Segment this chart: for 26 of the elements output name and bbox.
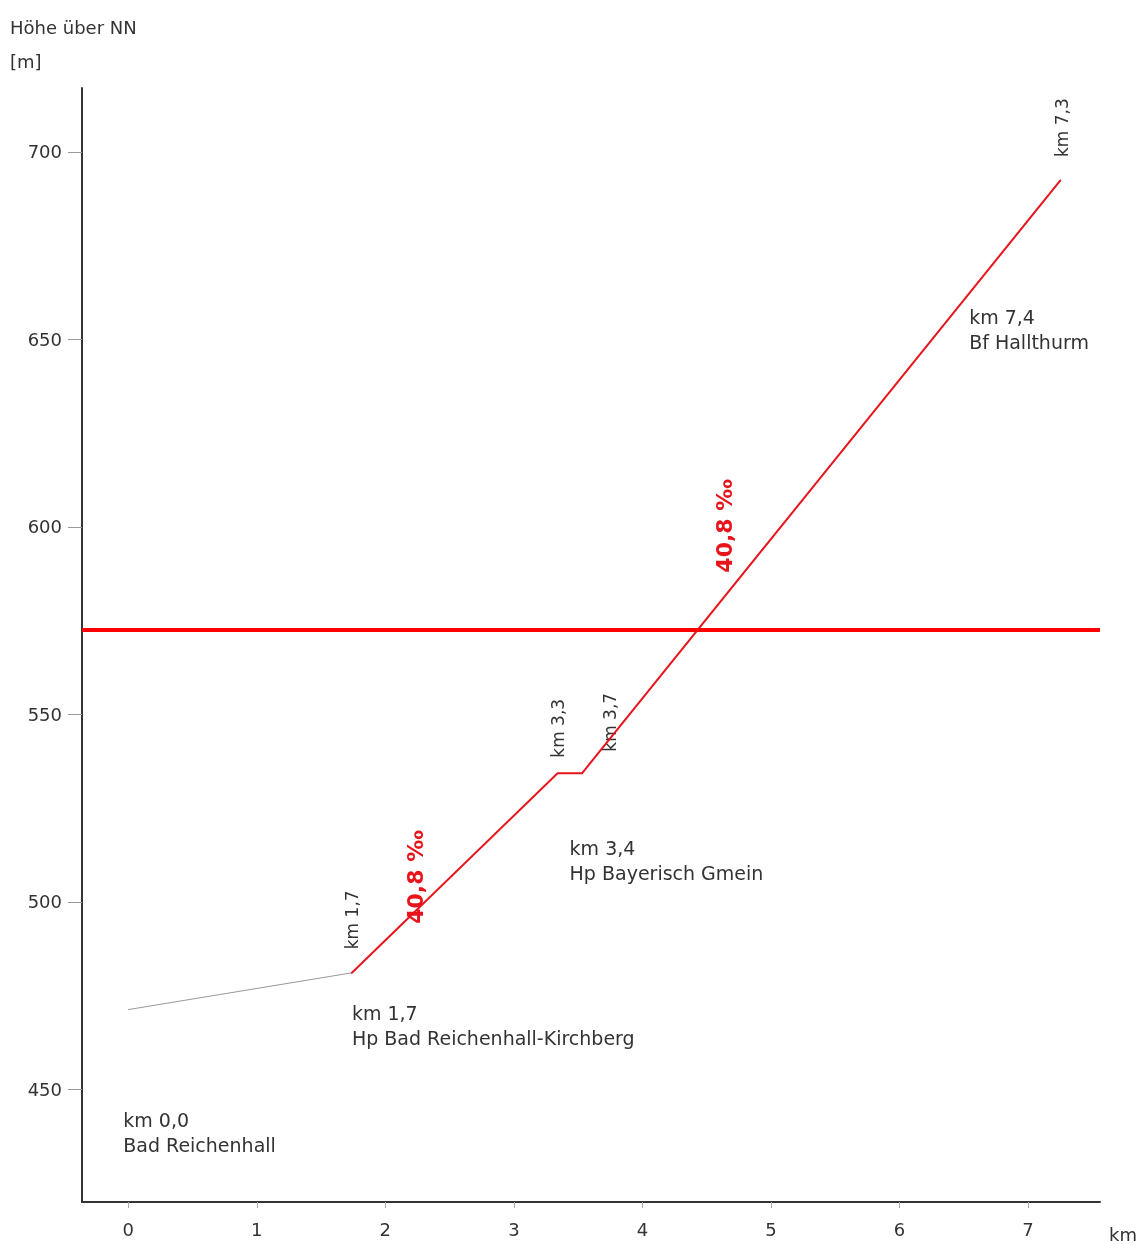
y-tick-label: 550 [27, 703, 62, 725]
x-tick-label: 6 [893, 1218, 906, 1240]
x-axis-title: km [1109, 1223, 1138, 1245]
annotation: km 1,7 Hp Bad Reichenhall-Kirchberg [351, 1002, 635, 1050]
y-tick-label: 650 [27, 328, 62, 350]
x-tick-label: 0 [122, 1218, 134, 1240]
x-tick-label: 1 [251, 1218, 263, 1240]
x-tick-label: 5 [765, 1218, 777, 1240]
y-tick-label: 450 [27, 1078, 62, 1100]
annotation: km 3,4 Hp Bayerisch Gmein [569, 836, 764, 884]
annotation: km 0,0 Bad Reichenhall [123, 1109, 276, 1157]
annotation: km 7,3 [1052, 98, 1073, 158]
y-tick-label: 700 [27, 141, 62, 163]
y-tick-label: 600 [27, 516, 62, 538]
x-tick-label: 7 [1022, 1218, 1034, 1240]
annotation: km 1,7 [341, 890, 362, 950]
y-tick-label: 500 [27, 891, 62, 913]
y-axis-title: Höhe über NN [m] [10, 16, 137, 72]
annotation: km 3,7 [600, 692, 620, 752]
x-tick-label: 4 [636, 1218, 649, 1240]
x-tick-label: 3 [508, 1218, 520, 1240]
x-tick-label: 2 [379, 1218, 392, 1240]
annotation: km 7,4 Bf Hallthurm [969, 306, 1089, 354]
annotation: 40,8 ‰ [711, 478, 737, 573]
annotation: 40,8 ‰ [402, 829, 428, 924]
annotation: km 3,3 [547, 698, 568, 758]
